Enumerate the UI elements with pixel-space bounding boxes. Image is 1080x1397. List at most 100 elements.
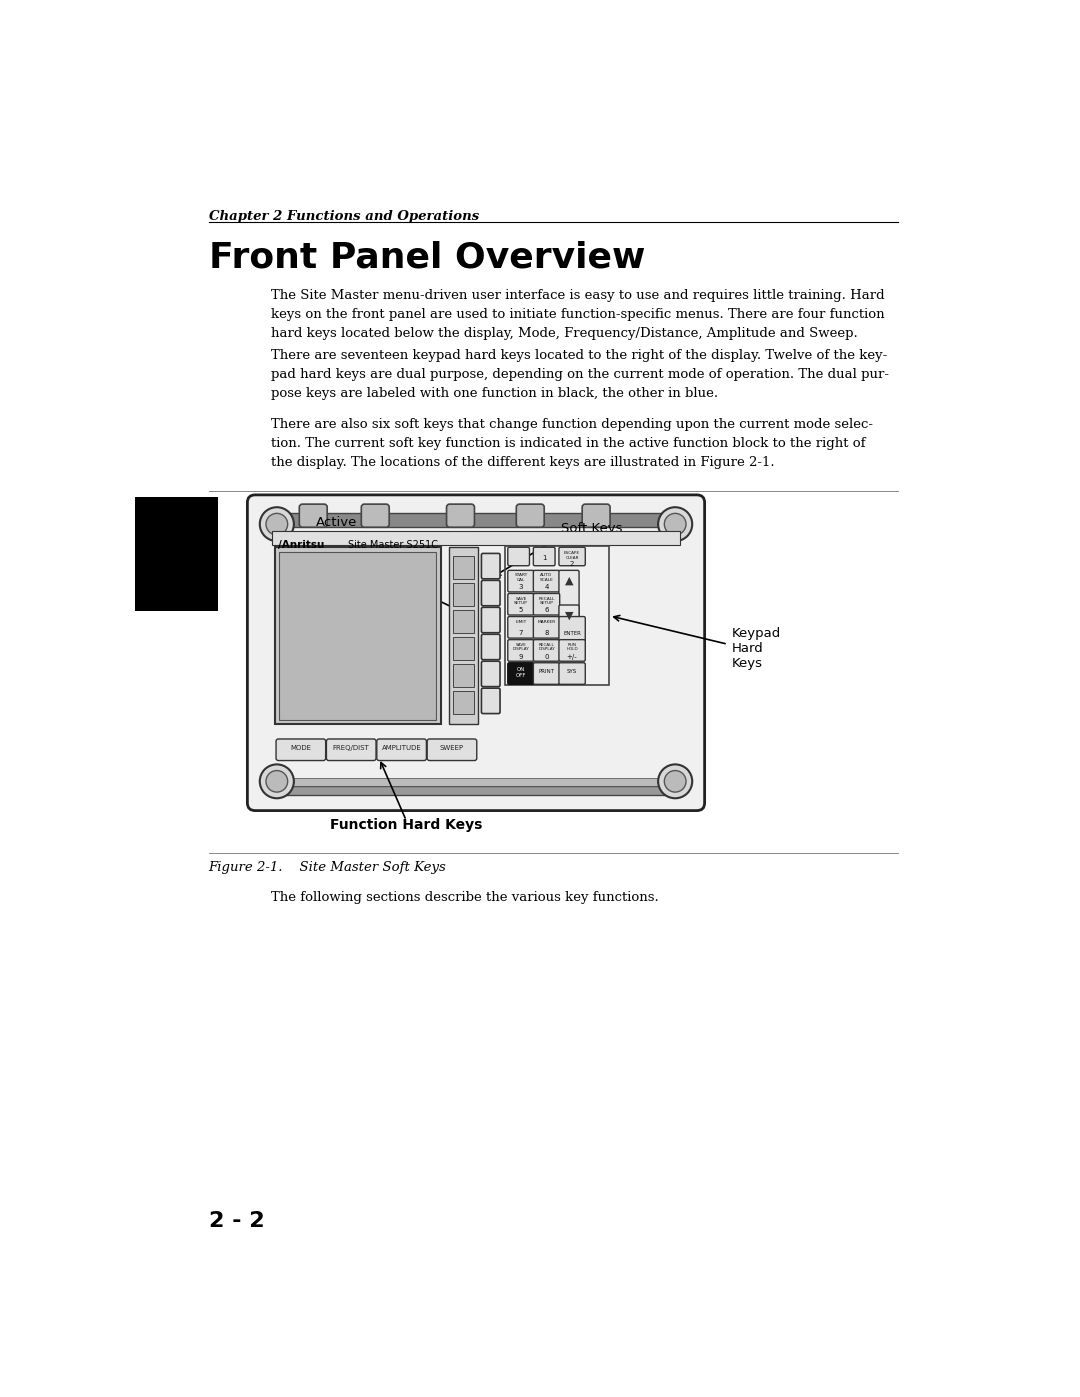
- Bar: [269, 787, 683, 795]
- Text: FREQ/DIST: FREQ/DIST: [333, 745, 369, 752]
- FancyBboxPatch shape: [508, 548, 529, 566]
- FancyBboxPatch shape: [428, 739, 476, 760]
- Text: 5: 5: [518, 608, 523, 613]
- Text: The Site Master menu-driven user interface is easy to use and requires little tr: The Site Master menu-driven user interfa…: [271, 289, 885, 341]
- FancyBboxPatch shape: [534, 616, 559, 638]
- FancyBboxPatch shape: [559, 605, 579, 627]
- Text: 7: 7: [518, 630, 523, 637]
- Text: 2 - 2: 2 - 2: [208, 1211, 265, 1231]
- Circle shape: [658, 764, 692, 798]
- Text: The following sections describe the various key functions.: The following sections describe the vari…: [271, 891, 659, 904]
- Text: Chapter 2 Functions and Operations: Chapter 2 Functions and Operations: [208, 210, 478, 224]
- Bar: [453, 665, 474, 686]
- Text: +/-: +/-: [567, 654, 578, 659]
- FancyBboxPatch shape: [482, 634, 500, 659]
- Text: START
CAL: START CAL: [514, 573, 527, 583]
- Text: 8: 8: [544, 630, 549, 637]
- Text: SYS: SYS: [567, 669, 577, 675]
- Text: AMPLITUDE: AMPLITUDE: [381, 745, 421, 752]
- FancyBboxPatch shape: [326, 739, 376, 760]
- Text: 0: 0: [544, 654, 549, 659]
- FancyBboxPatch shape: [516, 504, 544, 527]
- FancyBboxPatch shape: [508, 570, 535, 592]
- Circle shape: [266, 513, 287, 535]
- FancyBboxPatch shape: [534, 594, 559, 615]
- Text: 1: 1: [542, 555, 546, 562]
- Bar: [453, 610, 474, 633]
- Text: SAVE
SETUP: SAVE SETUP: [514, 597, 528, 605]
- Text: /Anritsu: /Anritsu: [279, 541, 325, 550]
- Bar: [269, 513, 683, 527]
- FancyBboxPatch shape: [482, 580, 500, 606]
- FancyBboxPatch shape: [559, 570, 579, 622]
- Text: Soft Keys: Soft Keys: [562, 522, 623, 535]
- Bar: [279, 552, 436, 719]
- FancyBboxPatch shape: [559, 662, 585, 685]
- FancyBboxPatch shape: [482, 689, 500, 714]
- Text: ESCAPE: ESCAPE: [564, 550, 580, 555]
- Bar: [453, 637, 474, 659]
- Text: Front Panel Overview: Front Panel Overview: [208, 240, 645, 275]
- Text: RECALL
SETUP: RECALL SETUP: [538, 597, 555, 605]
- Circle shape: [658, 507, 692, 541]
- Text: SAVE
DISPLAY: SAVE DISPLAY: [513, 643, 529, 651]
- Bar: [453, 556, 474, 578]
- FancyBboxPatch shape: [508, 640, 535, 661]
- Text: MODE: MODE: [291, 745, 311, 752]
- Bar: [135, 497, 218, 610]
- FancyBboxPatch shape: [582, 504, 610, 527]
- Text: SWEEP: SWEEP: [440, 745, 464, 752]
- Bar: [272, 531, 679, 545]
- Bar: [453, 584, 474, 606]
- Text: 9: 9: [518, 654, 523, 659]
- FancyBboxPatch shape: [508, 594, 535, 615]
- FancyBboxPatch shape: [377, 739, 427, 760]
- FancyBboxPatch shape: [559, 616, 585, 657]
- FancyBboxPatch shape: [534, 640, 559, 661]
- FancyBboxPatch shape: [534, 548, 555, 566]
- Circle shape: [260, 764, 294, 798]
- Text: RUN
HOLD: RUN HOLD: [566, 643, 578, 651]
- Text: RECALL
DISPLAY: RECALL DISPLAY: [538, 643, 555, 651]
- FancyBboxPatch shape: [446, 504, 474, 527]
- Text: 2: 2: [570, 562, 575, 567]
- FancyBboxPatch shape: [482, 608, 500, 633]
- Bar: [449, 548, 478, 725]
- FancyBboxPatch shape: [247, 495, 704, 810]
- FancyBboxPatch shape: [534, 570, 559, 592]
- Text: CLEAR: CLEAR: [565, 556, 579, 560]
- Bar: [505, 546, 609, 685]
- FancyBboxPatch shape: [534, 662, 559, 685]
- Text: Function Hard Keys: Function Hard Keys: [330, 819, 483, 833]
- Bar: [274, 548, 441, 725]
- Bar: [453, 692, 474, 714]
- FancyBboxPatch shape: [559, 548, 585, 566]
- Circle shape: [664, 771, 686, 792]
- Text: AUTO
SCALE: AUTO SCALE: [540, 573, 553, 583]
- Text: ▲: ▲: [565, 576, 573, 587]
- Text: ENTER: ENTER: [563, 631, 581, 636]
- Text: There are also six soft keys that change function depending upon the current mod: There are also six soft keys that change…: [271, 418, 873, 469]
- Text: Site Master S251C: Site Master S251C: [348, 541, 438, 550]
- Circle shape: [266, 771, 287, 792]
- Circle shape: [260, 507, 294, 541]
- Text: Keypad
Hard
Keys: Keypad Hard Keys: [732, 627, 781, 671]
- FancyBboxPatch shape: [362, 504, 389, 527]
- Bar: [269, 778, 683, 787]
- Text: 3: 3: [518, 584, 523, 590]
- Text: ON
OFF: ON OFF: [516, 668, 526, 678]
- Text: Figure 2-1.    Site Master Soft Keys: Figure 2-1. Site Master Soft Keys: [208, 861, 446, 873]
- FancyBboxPatch shape: [482, 661, 500, 686]
- Circle shape: [664, 513, 686, 535]
- Text: ▼: ▼: [565, 610, 573, 620]
- Text: Active
Function
Block: Active Function Block: [308, 515, 365, 559]
- FancyBboxPatch shape: [299, 504, 327, 527]
- Text: LIMIT: LIMIT: [515, 620, 527, 623]
- Text: PRINT: PRINT: [539, 669, 554, 675]
- FancyBboxPatch shape: [482, 553, 500, 578]
- Text: There are seventeen keypad hard keys located to the right of the display. Twelve: There are seventeen keypad hard keys loc…: [271, 349, 889, 400]
- FancyBboxPatch shape: [508, 616, 535, 638]
- Text: 6: 6: [544, 608, 549, 613]
- Text: 4: 4: [544, 584, 549, 590]
- FancyBboxPatch shape: [276, 739, 326, 760]
